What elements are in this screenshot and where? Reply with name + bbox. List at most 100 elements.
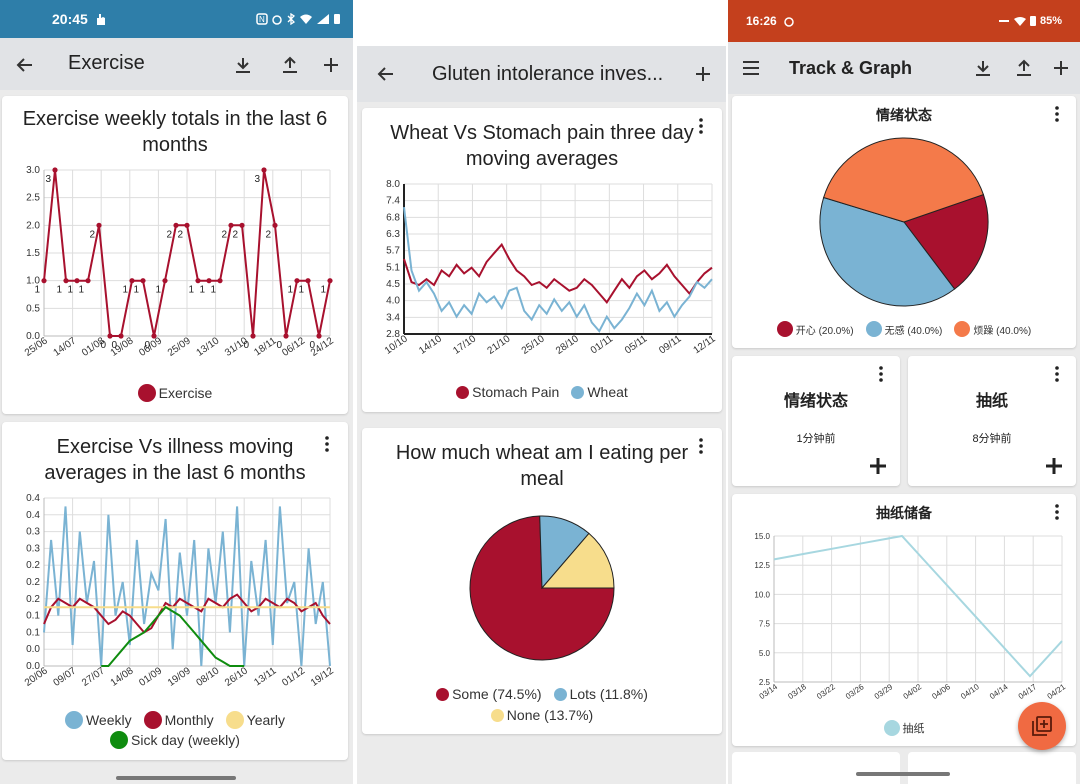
x-tick-label: 28/10	[554, 333, 581, 357]
legend-label: 烦躁 (40.0%)	[973, 325, 1032, 337]
y-tick-label: 0.1	[26, 627, 40, 638]
home-indicator[interactable]	[116, 776, 236, 780]
card-menu-button[interactable]	[320, 434, 334, 454]
graph-title: How much wheat am I eating per meal	[395, 442, 689, 490]
tracker-name: 情绪状态	[783, 393, 848, 410]
battery-icon	[334, 14, 340, 24]
tracker-card-partial[interactable]	[908, 752, 1076, 784]
menu-button[interactable]	[738, 55, 764, 81]
graph-card-wheat-vs-pain[interactable]: Wheat Vs Stomach pain three day moving a…	[362, 108, 722, 412]
legend-item: Exercise	[137, 384, 213, 402]
legend-swatch	[954, 321, 971, 337]
add-button[interactable]	[1048, 55, 1074, 81]
status-bar: 20:45 N	[0, 0, 353, 38]
card-menu-button[interactable]	[694, 116, 708, 136]
legend-swatch	[436, 688, 450, 701]
pie-slice	[823, 137, 985, 223]
y-tick-label: 15.0	[754, 532, 770, 541]
legend-swatch	[143, 711, 162, 729]
chart-legend: 开心 (20.0%) 无感 (40.0%) 烦躁 (40.0%)	[732, 321, 1076, 337]
add-button[interactable]	[690, 61, 716, 87]
tracker-card-mood[interactable]: 情绪状态 1分钟前	[732, 356, 900, 486]
x-tick-label: 04/06	[930, 682, 952, 701]
add-entry-button[interactable]	[866, 454, 890, 478]
data-point	[228, 222, 234, 228]
y-tick-label: 12.5	[754, 561, 770, 570]
data-point	[85, 278, 91, 284]
y-tick-label: 0.0	[26, 661, 40, 672]
x-tick-label: 13/10	[195, 335, 222, 359]
legend-item: None (13.7%)	[490, 705, 593, 726]
add-entry-button[interactable]	[1042, 454, 1066, 478]
y-tick-label: 6.3	[386, 229, 400, 240]
y-tick-label: 8.0	[386, 179, 400, 190]
tracker-card-partial[interactable]	[732, 752, 900, 784]
data-label: 1	[56, 285, 62, 296]
card-menu-button[interactable]	[1050, 104, 1064, 124]
x-tick-label: 26/10	[223, 665, 250, 689]
download-button[interactable]	[230, 52, 256, 78]
data-point	[261, 167, 267, 173]
y-tick-label: 0.2	[26, 577, 40, 588]
graph-card-exercise-vs-illness[interactable]: Exercise Vs illness moving averages in t…	[2, 422, 348, 760]
bluetooth-icon	[287, 13, 296, 25]
legend-label: Stomach Pain	[472, 384, 560, 400]
y-tick-label: 2.5	[26, 193, 40, 204]
back-button[interactable]	[12, 52, 38, 78]
y-tick-label: 2.0	[26, 220, 40, 231]
legend-swatch	[883, 720, 900, 736]
card-menu-button[interactable]	[874, 364, 888, 384]
series-line	[43, 506, 331, 667]
data-point	[250, 333, 256, 339]
tracker-last-time: 1分钟前	[796, 433, 836, 445]
y-tick-label: 7.5	[759, 620, 771, 629]
graph-title: Exercise Vs illness moving averages in t…	[44, 436, 306, 484]
legend-swatch	[137, 384, 156, 402]
data-point	[239, 222, 245, 228]
data-point	[217, 278, 223, 284]
data-point	[118, 333, 124, 339]
legend-item: Some (74.5%)	[436, 684, 542, 705]
data-point	[272, 222, 278, 228]
home-indicator[interactable]	[856, 772, 950, 776]
graph-title: Exercise weekly totals in the last 6 mon…	[22, 108, 328, 156]
arrow-left-icon	[16, 58, 32, 72]
data-label: 1	[320, 285, 326, 296]
status-time: 20:45	[52, 11, 88, 27]
nfc-icon: N	[256, 13, 268, 25]
tracker-card-tissue[interactable]: 抽纸 8分钟前	[908, 356, 1076, 486]
data-point	[162, 278, 168, 284]
y-tick-label: 0.4	[26, 493, 40, 504]
y-tick-label: 0.2	[26, 594, 40, 605]
status-bar: 16:26 85%	[728, 0, 1080, 42]
x-tick-label: 09/11	[657, 333, 684, 356]
upload-button[interactable]	[1011, 55, 1037, 81]
graph-card-tissue-reserve[interactable]: 抽纸储备 2.5 5.0 7.5 10.0 12.5 15.0 03/14 03/18 03/2…	[732, 494, 1076, 746]
graph-card-exercise-weekly[interactable]: Exercise weekly totals in the last 6 mon…	[2, 96, 348, 414]
legend-item: 无感 (40.0%)	[865, 321, 942, 337]
data-label: 1	[210, 285, 216, 296]
card-menu-button[interactable]	[694, 436, 708, 456]
data-label: 1	[133, 285, 139, 296]
x-tick-label: 01/12	[280, 665, 307, 689]
data-label: 2	[265, 229, 271, 240]
legend-label: 开心 (20.0%)	[795, 325, 854, 337]
card-menu-button[interactable]	[1050, 502, 1064, 522]
y-tick-label: 5.0	[759, 649, 771, 658]
upload-button[interactable]	[277, 52, 303, 78]
graph-card-mood-pie[interactable]: 情绪状态 开心 (20.0%) 无感 (40.0%) 烦躁 (40.0%)	[732, 96, 1076, 348]
add-button[interactable]	[318, 52, 344, 78]
y-tick-label: 0.3	[26, 527, 40, 538]
y-tick-label: 5.1	[386, 262, 400, 273]
back-button[interactable]	[373, 61, 399, 87]
download-button[interactable]	[970, 55, 996, 81]
card-menu-button[interactable]	[1050, 364, 1064, 384]
x-tick-label: 19/12	[309, 665, 336, 689]
data-point	[294, 278, 300, 284]
add-group-fab[interactable]	[1018, 702, 1066, 750]
legend-label: Exercise	[158, 385, 213, 401]
legend-swatch	[490, 709, 504, 722]
pie-chart	[469, 515, 615, 661]
more-vertical-icon	[699, 118, 703, 134]
graph-card-wheat-per-meal[interactable]: How much wheat am I eating per meal Some…	[362, 428, 722, 734]
